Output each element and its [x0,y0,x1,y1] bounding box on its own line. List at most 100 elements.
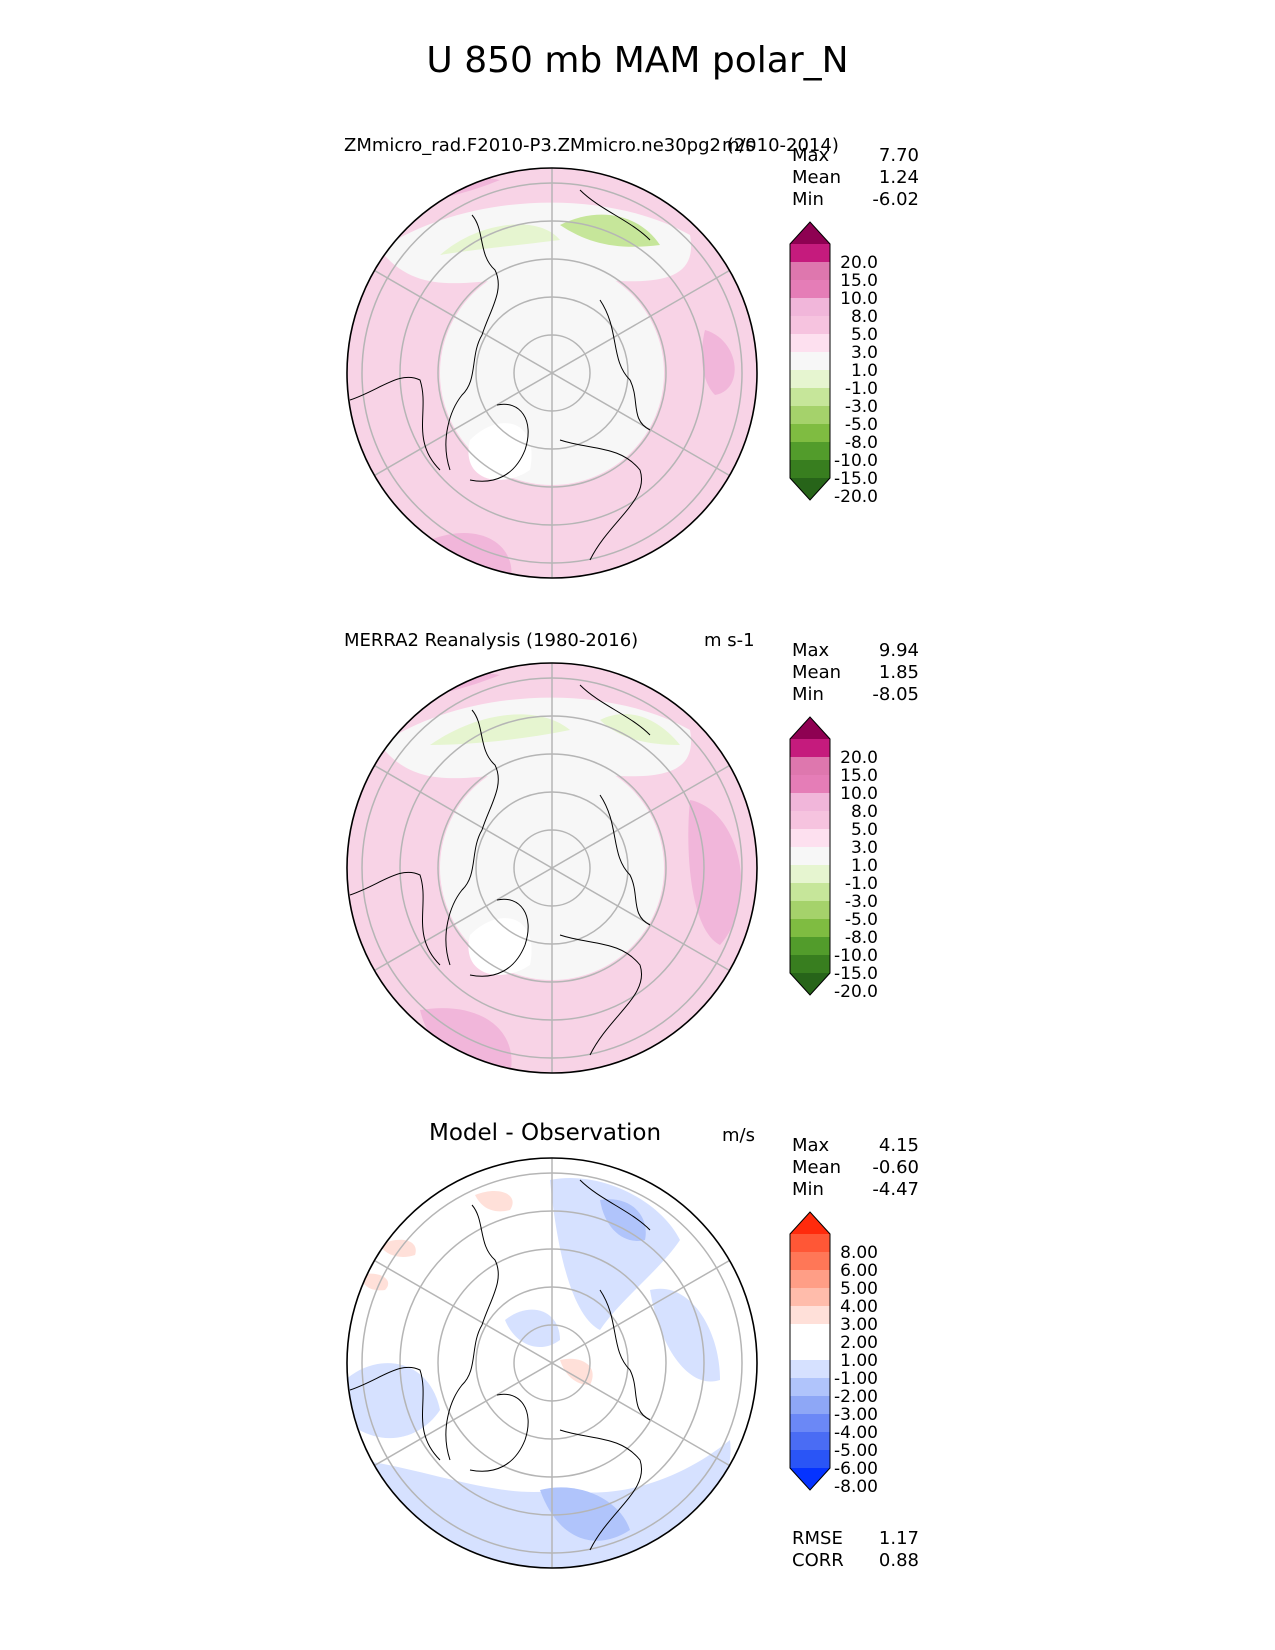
colorbar-tick-label: 8.00 [840,1243,878,1263]
colorbar-tick-label: -15.0 [834,964,878,984]
colorbar-tick-label: 1.0 [851,856,878,876]
panel-2-title: MERRA2 Reanalysis (1980-2016) [344,630,639,651]
colorbar-segment [790,1270,830,1288]
coastlines [349,1179,651,1551]
colorbar-segment [790,352,830,370]
field-negative-region [550,1178,680,1330]
panel-1-mean-label: Mean [792,167,842,188]
colorbar-tick-label: 6.00 [840,1261,878,1281]
field-positive-region [475,1190,513,1212]
field-negative-region [560,214,660,247]
colorbar-tick-label: 8.0 [851,307,878,327]
graticule [361,168,743,578]
colorbar-extend-min [790,478,830,500]
colorbar-outline [789,221,831,501]
colorbar-segment [790,334,830,352]
colorbar-tick-label: 10.0 [840,784,878,804]
panel-2-min-value: -8.05 [872,684,919,705]
panel-2-mean-label: Mean [792,662,842,683]
panel-3-mean-value: -0.60 [872,1157,919,1178]
colorbar-segment [790,262,830,280]
panel-2-mean-value: 1.85 [878,662,919,683]
colorbar-extend-min [790,973,830,995]
colorbar-extend-max [790,222,830,244]
field-positive-region [702,330,735,395]
panel-1-colorbar: 20.015.010.08.05.03.01.0-1.0-3.0-5.0-8.0… [789,221,878,507]
panel-1-title: ZMmicro_rad.F2010-P3.ZMmicro.ne30pg2 (20… [344,135,839,156]
field-negative-region [600,1199,646,1241]
colorbar-segment [790,1252,830,1270]
colorbar-segment [790,1378,830,1396]
colorbar-tick-label: 20.0 [840,748,878,768]
colorbar-tick-label: 5.0 [851,325,878,345]
colorbar-segment [790,442,830,460]
panel-3-units: m/s [722,1125,755,1146]
panel-2-min-label: Min [792,684,824,705]
colorbar-segment [790,829,830,847]
graticule [361,1158,743,1568]
colorbar-tick-label: 3.0 [851,343,878,363]
panel-3-mean-label: Mean [792,1157,842,1178]
colorbar-segment [790,316,830,334]
field-positive-region [420,1008,512,1073]
colorbar-segment [790,775,830,793]
panel-2-units: m s-1 [704,630,755,651]
colorbar-segment [790,406,830,424]
colorbar-segment [790,793,830,811]
map-boundary [346,167,758,579]
field-positive-region [360,1273,389,1291]
panel-1-max-label: Max [792,145,830,166]
panel-3-max-label: Max [792,1135,830,1156]
colorbar-segment [790,1450,830,1468]
coastlines [349,684,651,1056]
panel-3-title: Model - Observation [429,1120,662,1146]
colorbar-tick-label: 5.0 [851,820,878,840]
colorbar-tick-label: 3.0 [851,838,878,858]
colorbar-segment [790,424,830,442]
colorbar-tick-label: -5.00 [834,1441,878,1461]
figure-title: U 850 mb MAM polar_N [426,40,849,81]
field-negative-region [650,1288,720,1382]
colorbar-tick-label: -10.0 [834,946,878,966]
panel-1-mean-value: 1.24 [878,167,919,188]
colorbar-segment [790,739,830,757]
colorbar-segment [790,955,830,973]
field-negative-region [505,1309,560,1348]
colorbar-tick-label: -5.0 [845,415,878,435]
colorbar-segment [790,847,830,865]
field-positive-region [688,800,742,945]
field-positive-region [560,1358,593,1385]
colorbar-segment [790,244,830,262]
colorbar-segment [790,1234,830,1252]
colorbar-tick-label: 10.0 [840,289,878,309]
colorbar-segment [790,937,830,955]
colorbar-tick-label: 1.00 [840,1351,878,1371]
colorbar-segment [790,1432,830,1450]
colorbar-tick-label: -5.0 [845,910,878,930]
map-boundary [346,1157,758,1569]
colorbar-outline [789,1211,831,1491]
colorbar-tick-label: 15.0 [840,766,878,786]
panel-1-min-value: -6.02 [872,189,919,210]
colorbar-segment [790,280,830,298]
colorbar-tick-label: -3.00 [834,1405,878,1425]
colorbar-tick-label: 8.0 [851,802,878,822]
colorbar-tick-label: -2.00 [834,1387,878,1407]
panel-1-units: m/s [722,135,755,156]
colorbar-segment [790,1324,830,1342]
colorbar-segment [790,865,830,883]
rmse-label: RMSE [792,1528,843,1549]
colorbar-segment [790,757,830,775]
colorbar-tick-label: 5.00 [840,1279,878,1299]
colorbar-tick-label: 15.0 [840,271,878,291]
colorbar-segment [790,298,830,316]
colorbar-segment [790,388,830,406]
colorbar-tick-label: -6.00 [834,1459,878,1479]
colorbar-tick-label: 2.00 [840,1333,878,1353]
field-negative-region [600,714,680,745]
map-boundary [346,662,758,1074]
colorbar-segment [790,1342,830,1360]
colorbar-segment [790,460,830,478]
graticule [361,663,743,1073]
